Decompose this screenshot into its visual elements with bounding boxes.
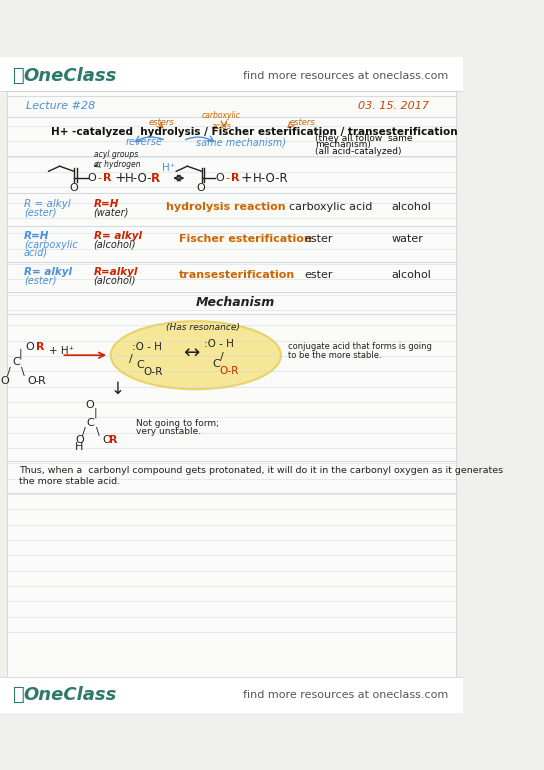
Text: O: O	[0, 376, 9, 386]
Text: H⁺: H⁺	[162, 163, 175, 173]
Text: |: |	[94, 408, 97, 418]
Text: C: C	[87, 418, 95, 428]
Text: to be the more stable.: to be the more stable.	[288, 350, 381, 360]
Text: R = alkyl: R = alkyl	[24, 199, 71, 209]
Text: O: O	[197, 183, 206, 193]
Text: C: C	[136, 360, 144, 370]
Text: OneClass: OneClass	[24, 686, 117, 704]
Text: Thus, when a  carbonyl compound gets protonated, it will do it in the carbonyl o: Thus, when a carbonyl compound gets prot…	[18, 467, 503, 476]
Text: |: |	[18, 348, 22, 359]
Text: (all acid-catalyzed): (all acid-catalyzed)	[315, 147, 401, 156]
Text: find more resources at oneclass.com: find more resources at oneclass.com	[243, 71, 448, 81]
Text: very unstable.: very unstable.	[136, 427, 201, 437]
Text: alcohol: alcohol	[392, 202, 431, 212]
Text: carboxylic
acids: carboxylic acids	[202, 112, 241, 131]
Text: (ester): (ester)	[24, 207, 57, 217]
Text: :O - H: :O - H	[132, 342, 162, 352]
Text: Lecture #28: Lecture #28	[26, 101, 95, 111]
Text: -R: -R	[34, 376, 46, 386]
Text: H+ -catalyzed  hydrolysis / Fischer esterification / transesterification: H+ -catalyzed hydrolysis / Fischer ester…	[51, 127, 458, 137]
Text: +: +	[241, 171, 252, 185]
Text: O: O	[85, 400, 94, 410]
Text: acyl groups
or hydrogen: acyl groups or hydrogen	[94, 149, 140, 169]
Text: esters: esters	[149, 119, 175, 127]
Text: 03. 15. 2017: 03. 15. 2017	[357, 101, 429, 111]
Text: find more resources at oneclass.com: find more resources at oneclass.com	[243, 690, 448, 700]
Text: /: /	[220, 352, 224, 362]
Bar	[0, 57, 463, 92]
Text: esters: esters	[289, 119, 315, 127]
Text: (they all follow  same: (they all follow same	[315, 133, 412, 142]
Text: O: O	[26, 342, 34, 352]
Text: R: R	[231, 173, 239, 183]
Text: \: \	[96, 427, 100, 437]
Text: carboxylic acid: carboxylic acid	[289, 202, 373, 212]
Text: (Has resonance): (Has resonance)	[166, 323, 240, 333]
Text: R: R	[103, 173, 112, 183]
Text: (alcohol): (alcohol)	[94, 239, 136, 249]
Text: ⬧: ⬧	[13, 66, 24, 85]
Text: acid): acid)	[24, 247, 48, 257]
Text: -: -	[226, 173, 230, 183]
Text: /: /	[129, 353, 133, 363]
Text: alcohol: alcohol	[392, 270, 431, 280]
Text: C: C	[213, 359, 221, 369]
Text: reverse: reverse	[126, 137, 163, 147]
Text: water: water	[392, 234, 424, 244]
Text: ↓: ↓	[110, 380, 125, 398]
Text: ester: ester	[305, 234, 333, 244]
Text: (ester): (ester)	[24, 275, 57, 285]
Text: C: C	[12, 357, 20, 367]
Text: O: O	[75, 435, 84, 445]
Text: R=alkyl: R=alkyl	[94, 266, 138, 276]
Text: Fischer esterification: Fischer esterification	[179, 234, 312, 244]
Text: R: R	[109, 435, 118, 445]
Text: H-O-: H-O-	[125, 172, 153, 185]
Text: (water): (water)	[94, 207, 129, 217]
Text: R: R	[36, 342, 44, 352]
Text: Mechanism: Mechanism	[196, 296, 275, 309]
Text: same mechanism): same mechanism)	[196, 137, 286, 147]
Text: ester: ester	[305, 270, 333, 280]
Text: /: /	[7, 367, 10, 377]
Text: transesterification: transesterification	[179, 270, 295, 280]
Text: O-R: O-R	[220, 366, 239, 376]
Text: O: O	[27, 376, 36, 386]
Text: hydrolysis reaction: hydrolysis reaction	[166, 202, 286, 212]
Text: O: O	[215, 173, 224, 183]
Text: conjugate acid that forms is going: conjugate acid that forms is going	[288, 342, 431, 351]
Text: O-R: O-R	[143, 367, 163, 377]
Text: R: R	[151, 172, 160, 185]
Text: (carboxylic: (carboxylic	[24, 239, 78, 249]
Text: OneClass: OneClass	[24, 67, 117, 85]
Text: + H⁺: + H⁺	[50, 346, 75, 356]
Text: /: /	[82, 427, 85, 437]
Text: +: +	[115, 171, 127, 185]
Text: O: O	[88, 173, 96, 183]
Text: mechanism): mechanism)	[315, 140, 371, 149]
Text: O: O	[102, 435, 111, 445]
Text: O: O	[69, 183, 78, 193]
Text: R=H: R=H	[94, 199, 119, 209]
Text: Not going to form;: Not going to form;	[136, 419, 219, 428]
Text: R=H: R=H	[24, 231, 49, 241]
Text: \: \	[21, 367, 25, 377]
Ellipse shape	[110, 321, 281, 390]
Text: H: H	[75, 442, 83, 452]
Text: ↔: ↔	[183, 344, 200, 363]
Text: R= alkyl: R= alkyl	[24, 266, 72, 276]
Bar	[0, 677, 463, 713]
Text: ⬧: ⬧	[13, 685, 24, 705]
Text: -: -	[98, 173, 102, 183]
FancyBboxPatch shape	[7, 92, 456, 678]
Text: :O - H: :O - H	[205, 339, 234, 349]
Text: the more stable acid.: the more stable acid.	[18, 477, 120, 486]
Text: H-O-R: H-O-R	[253, 172, 288, 185]
Text: R= alkyl: R= alkyl	[94, 231, 141, 241]
Text: (alcohol): (alcohol)	[94, 275, 136, 285]
